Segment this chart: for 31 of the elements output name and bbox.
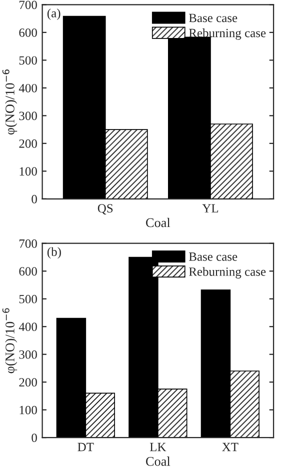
- x-tick-label: DT: [78, 442, 94, 452]
- x-tick-label: YL: [202, 204, 218, 212]
- y-tick-label: 200: [19, 378, 37, 387]
- x-axis-title: Coal: [146, 456, 170, 466]
- y-tick-label: 100: [20, 406, 37, 414]
- legend-label: Base case: [188, 14, 238, 22]
- x-tick-label: LK: [150, 442, 166, 452]
- x-tick-label: QS: [98, 204, 113, 214]
- legend-label: Reburning case: [188, 28, 266, 40]
- y-tick-label: 300: [19, 350, 37, 359]
- y-tick-label: 400: [18, 84, 37, 92]
- y-tick-label: 500: [19, 56, 37, 65]
- y-tick-label: 200: [19, 139, 37, 148]
- y-tick-label: 500: [19, 294, 37, 304]
- legend-label: Base case: [188, 252, 238, 261]
- y-tick-label: 700: [20, 0, 37, 10]
- y-tick-label: 0: [32, 194, 37, 204]
- x-tick-label: XT: [222, 442, 238, 452]
- annotation: (a): [47, 8, 60, 20]
- x-axis-title: Coal: [146, 218, 170, 228]
- y-tick-label: 600: [19, 28, 37, 37]
- y-tick-label: 100: [20, 167, 37, 176]
- annotation: (b): [47, 247, 61, 259]
- y-axis-title: φ(NO)/10$^{−6}$: [2, 308, 18, 374]
- y-tick-label: 600: [19, 267, 37, 276]
- y-tick-label: 300: [19, 112, 37, 120]
- y-tick-label: 700: [20, 239, 37, 248]
- y-tick-label: 0: [32, 434, 37, 442]
- y-axis-title: φ(NO)/10$^{−6}$: [2, 70, 18, 135]
- legend-label: Reburning case: [188, 267, 266, 278]
- y-tick-label: 400: [18, 322, 37, 332]
